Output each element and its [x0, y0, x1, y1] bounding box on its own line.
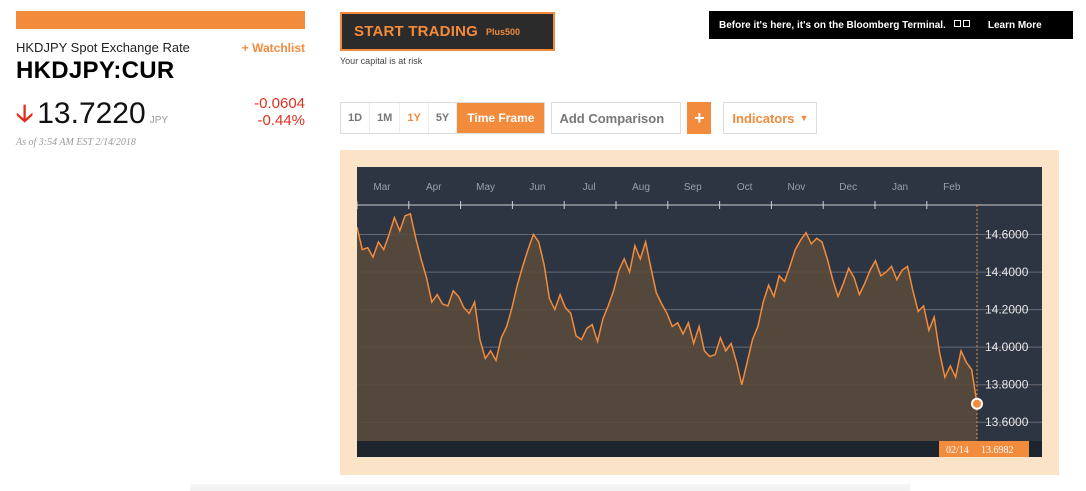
x-tick-label: Dec [839, 182, 857, 193]
y-tick-label: 13.6000 [985, 415, 1029, 429]
add-comparison-button[interactable]: + [687, 102, 712, 134]
terminal-icon [953, 20, 970, 30]
range-selector: 1D 1M 1Y 5Y Time Frame [340, 102, 546, 134]
indicators-label: Indicators [732, 110, 795, 126]
as-of-timestamp: As of 3:54 AM EST 2/14/2018 [16, 137, 136, 148]
x-tick-label: Sep [684, 182, 702, 193]
x-tick-label: Jun [529, 182, 545, 193]
watchlist-button[interactable]: + Watchlist [241, 41, 305, 55]
add-comparison-input[interactable]: Add Comparison [551, 102, 682, 134]
x-tick-label: May [476, 182, 495, 193]
ticker-symbol: HKDJPY:CUR [16, 57, 175, 84]
x-tick-label: Mar [373, 182, 391, 193]
y-tick-label: 14.4000 [985, 265, 1029, 279]
x-tick-label: Feb [943, 182, 961, 193]
chart-controls: 1D 1M 1Y 5Y Time Frame Add Comparison + … [340, 102, 818, 134]
price-change-percent: -0.44% [257, 112, 305, 129]
price-value: 13.7220 [37, 97, 146, 130]
last-point-value: 13.6982 [981, 445, 1014, 456]
ad-brand-logo: Plus500 [485, 26, 521, 37]
x-tick-label: Aug [632, 182, 650, 193]
chart-container: Mar Apr May Jun Jul Aug Sep Oct Nov Dec Jan Feb 14.6… [340, 150, 1059, 475]
ad-start-trading-button[interactable]: START TRADING Plus500 [340, 12, 555, 51]
range-1d-button[interactable]: 1D [341, 103, 371, 133]
last-point-date: 02/14 [946, 445, 969, 456]
series-area [357, 213, 977, 441]
price-change: -0.0604 [254, 95, 305, 112]
y-tick-label: 14.0000 [985, 340, 1029, 354]
caret-down-icon: ▼ [799, 113, 809, 123]
banner-text: Before it's here, it's on the Bloomberg … [719, 19, 946, 31]
price-currency: JPY [149, 115, 169, 126]
ad-disclaimer: Your capital is at risk [340, 56, 423, 66]
last-point-marker [971, 397, 983, 410]
y-tick-label: 13.8000 [985, 378, 1029, 392]
footer-shadow [190, 484, 910, 491]
indicators-dropdown[interactable]: Indicators ▼ [723, 102, 818, 134]
range-5y-button[interactable]: 5Y [429, 103, 458, 133]
terminal-banner[interactable]: Before it's here, it's on the Bloomberg … [709, 11, 1073, 39]
security-name: HKDJPY Spot Exchange Rate [16, 40, 190, 55]
x-tick-label: Apr [426, 182, 442, 193]
time-frame-button[interactable]: Time Frame [457, 103, 545, 133]
accent-bar [16, 11, 305, 29]
x-tick-label: Jan [892, 182, 908, 193]
last-point-tag [939, 441, 1029, 457]
price-chart[interactable]: Mar Apr May Jun Jul Aug Sep Oct Nov Dec Jan Feb 14.6… [357, 167, 1042, 457]
range-1y-button[interactable]: 1Y [400, 103, 429, 133]
x-tick-label: Nov [788, 182, 806, 193]
x-tick-label: Jul [583, 182, 596, 193]
x-tick-label: Oct [737, 182, 753, 193]
quote-panel: HKDJPY Spot Exchange Rate + Watchlist HK… [16, 11, 305, 148]
down-arrow-icon: 🡣 [16, 100, 34, 127]
ad-label: START TRADING [354, 23, 478, 40]
chart-footer-band [357, 441, 1042, 457]
y-tick-label: 14.2000 [985, 303, 1029, 317]
series-line [357, 212, 978, 404]
range-1m-button[interactable]: 1M [370, 103, 401, 133]
learn-more-link[interactable]: Learn More [987, 19, 1042, 31]
y-tick-label: 14.6000 [985, 228, 1029, 242]
